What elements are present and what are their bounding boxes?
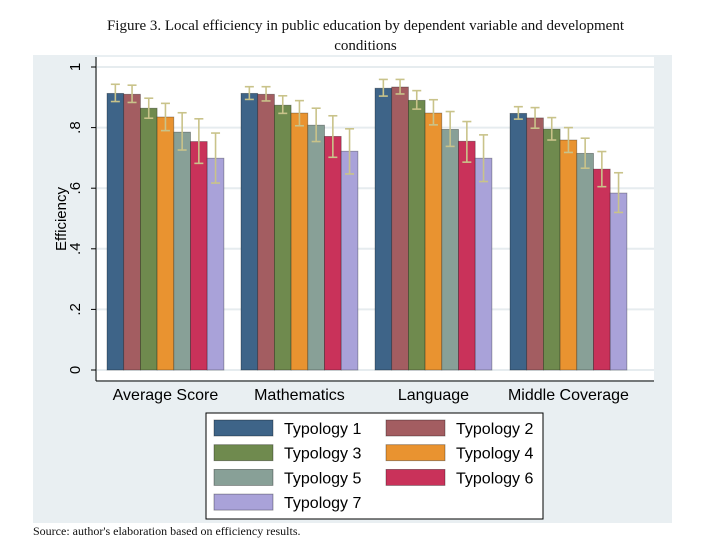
error-bar	[278, 94, 288, 115]
bar	[324, 135, 342, 371]
bar	[407, 99, 426, 371]
bar	[374, 87, 393, 371]
legend-label: Typology 1	[284, 421, 361, 438]
error-bar	[395, 78, 405, 95]
legend-item: Typology 2	[385, 419, 533, 438]
legend-item: Typology 1	[213, 419, 361, 438]
x-tick-label: Mathematics	[254, 387, 345, 404]
legend-item: Typology 7	[213, 493, 361, 512]
bar	[391, 86, 409, 371]
error-bar	[580, 137, 590, 170]
error-bar	[294, 99, 304, 127]
bar	[240, 92, 259, 371]
error-bar	[244, 85, 254, 101]
x-tick-label: Language	[398, 387, 469, 404]
y-tick-label: .4	[67, 243, 84, 256]
figure-title: Figure 3. Local efficiency in public edu…	[0, 16, 721, 56]
error-bar	[144, 97, 154, 120]
error-bar	[445, 110, 455, 148]
bar	[123, 93, 141, 371]
figure-title-line-1: Figure 3. Local efficiency in public edu…	[106, 18, 625, 34]
error-bar	[194, 118, 204, 165]
legend-label: Typology 2	[456, 421, 533, 438]
error-bar	[211, 132, 221, 184]
bar	[173, 131, 191, 371]
error-bar	[110, 83, 120, 103]
error-bar	[479, 134, 489, 183]
legend-swatch	[385, 419, 446, 437]
bar	[441, 129, 459, 371]
legend-swatch	[385, 468, 446, 486]
legend-label: Typology 7	[284, 495, 361, 512]
legend-label: Typology 4	[456, 446, 533, 463]
error-bar	[462, 120, 472, 163]
bar	[576, 152, 594, 371]
bar	[424, 112, 443, 371]
legend-item: Typology 4	[385, 444, 533, 463]
legend-swatch	[213, 468, 274, 486]
error-bar	[614, 171, 624, 214]
legend-label: Typology 6	[456, 470, 533, 487]
error-bars	[110, 78, 624, 214]
error-bar	[328, 114, 338, 159]
bar	[526, 117, 544, 371]
error-bar	[177, 111, 187, 151]
y-tick-label: .6	[67, 182, 84, 195]
legend-item: Typology 3	[213, 444, 361, 463]
x-axis-labels: Average Score Mathematics Language Middle C…	[113, 387, 629, 404]
error-bar	[378, 78, 388, 97]
legend-label: Typology 5	[284, 470, 361, 487]
error-bar	[311, 107, 321, 143]
error-bar	[412, 89, 422, 110]
y-axis-ticks: 0 .2 .4 .6 .8 1	[67, 63, 96, 374]
legend-label: Typology 3	[284, 446, 361, 463]
error-bar	[597, 150, 607, 188]
bar	[273, 104, 292, 371]
legend-swatch	[213, 444, 274, 462]
x-tick-label: Middle Coverage	[508, 387, 629, 404]
bar	[257, 93, 275, 371]
source-note: Source: author's elaboration based on ef…	[33, 524, 301, 538]
figure-title-line-2: conditions	[334, 38, 397, 54]
error-bar	[160, 102, 170, 132]
bars	[106, 86, 628, 371]
y-axis-title: Efficiency	[53, 187, 70, 251]
x-tick-label: Average Score	[113, 387, 219, 404]
legend: Typology 1 Typology 2 Typology 3 Typology 4…	[213, 419, 533, 512]
legend-item: Typology 6	[385, 468, 533, 487]
bar	[559, 139, 578, 371]
bar	[307, 124, 325, 371]
y-tick-label: .2	[67, 303, 84, 316]
error-bar	[547, 116, 557, 141]
legend-swatch	[213, 419, 274, 437]
bar	[509, 112, 528, 371]
y-tick-label: 0	[67, 366, 84, 374]
error-bar	[563, 126, 573, 154]
bar	[156, 116, 175, 371]
bar	[106, 92, 125, 371]
bar	[190, 141, 208, 371]
error-bar	[127, 84, 137, 104]
legend-swatch	[385, 444, 446, 462]
error-bar	[513, 105, 523, 120]
legend-item: Typology 5	[213, 468, 361, 487]
legend-swatch	[213, 493, 274, 511]
bar	[609, 192, 628, 371]
bar	[474, 157, 493, 371]
error-bar	[428, 98, 438, 126]
bar	[458, 140, 476, 371]
y-tick-label: .8	[67, 121, 84, 134]
bar	[593, 168, 611, 371]
error-bar	[530, 106, 540, 130]
bar	[290, 112, 309, 371]
bar	[340, 150, 359, 371]
bar	[543, 128, 561, 371]
error-bar	[261, 85, 271, 102]
bar	[206, 157, 225, 371]
error-bar	[345, 128, 355, 175]
bar	[139, 107, 158, 371]
y-tick-label: 1	[67, 63, 84, 71]
